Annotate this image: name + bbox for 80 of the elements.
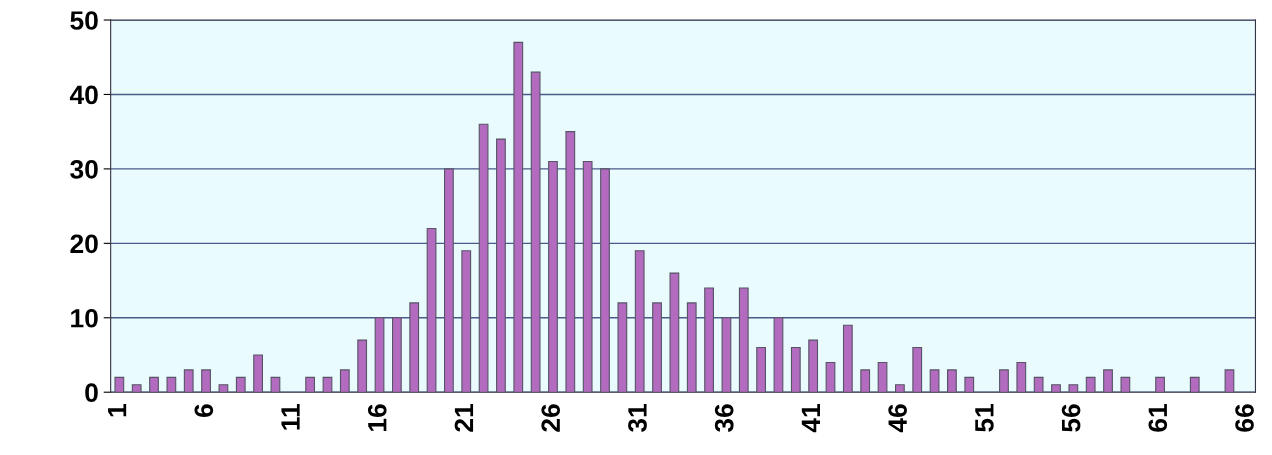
bar	[166, 376, 177, 393]
x-tick-label: 46	[888, 404, 907, 433]
bar	[426, 227, 437, 393]
bar	[114, 376, 125, 393]
bar	[999, 369, 1009, 393]
bar	[808, 339, 819, 393]
bar	[409, 302, 420, 393]
bar	[183, 369, 194, 393]
y-tick-label: 20	[70, 234, 98, 254]
x-tick-label: 1	[108, 404, 127, 417]
x-tick-label: 36	[714, 404, 734, 433]
bar	[322, 376, 333, 393]
y-tick-label: 40	[69, 85, 98, 105]
bar	[374, 317, 385, 393]
x-tick-label: 16	[367, 404, 387, 432]
x-tick-label: 56	[1061, 404, 1081, 432]
bar	[600, 168, 610, 393]
bar	[842, 324, 853, 393]
bar	[461, 250, 472, 393]
y-tick-label: 30	[70, 160, 98, 179]
x-tick-label: 66	[1235, 404, 1254, 432]
bar	[964, 376, 975, 393]
x-tick-label: 31	[628, 404, 647, 433]
bar	[253, 354, 263, 393]
x-tick-label: 6	[194, 404, 214, 418]
bar	[513, 41, 524, 393]
bar	[1189, 376, 1200, 393]
bar	[444, 168, 454, 393]
y-tick-label: 10	[71, 308, 98, 328]
bar	[617, 302, 628, 393]
bar	[877, 361, 888, 393]
bar	[530, 71, 541, 393]
x-tick-label: 21	[454, 404, 474, 432]
bar	[704, 287, 714, 393]
bar	[929, 369, 940, 393]
x-tick-label: 11	[281, 404, 300, 430]
bar	[652, 302, 662, 393]
bar	[738, 287, 749, 393]
bar	[201, 369, 211, 393]
bar	[860, 369, 871, 393]
bar	[756, 346, 767, 393]
bar	[721, 317, 732, 393]
bar	[391, 317, 402, 393]
bar	[131, 384, 142, 393]
bar	[634, 250, 645, 393]
bar	[669, 272, 680, 393]
bar	[149, 376, 159, 393]
x-tick-label: 51	[975, 404, 994, 432]
bar	[825, 361, 836, 393]
bar	[235, 376, 246, 393]
bar	[1120, 376, 1131, 393]
bar	[773, 317, 784, 393]
bar	[357, 339, 368, 393]
bar	[305, 376, 316, 393]
bar	[270, 376, 281, 393]
bar	[894, 384, 905, 393]
bar	[1068, 384, 1079, 393]
bar	[686, 302, 697, 393]
bar	[1155, 376, 1165, 393]
bar	[339, 369, 350, 393]
bar	[478, 123, 489, 393]
bar	[582, 160, 593, 393]
bar	[1016, 361, 1027, 393]
y-tick-label: 0	[85, 383, 98, 403]
bar	[1033, 376, 1044, 393]
bar	[565, 131, 576, 393]
bar	[1103, 369, 1113, 393]
bar	[496, 138, 506, 393]
bar	[912, 346, 923, 393]
x-tick-label: 26	[541, 404, 561, 432]
bar	[947, 369, 957, 393]
y-tick-label: 50	[70, 11, 98, 30]
bar	[1085, 376, 1096, 393]
x-tick-label: 61	[1148, 404, 1168, 432]
bar	[218, 384, 229, 393]
bar	[548, 160, 558, 393]
bar	[790, 346, 801, 393]
bar	[1224, 369, 1235, 393]
x-tick-label: 41	[801, 404, 820, 433]
bar	[1051, 384, 1061, 393]
